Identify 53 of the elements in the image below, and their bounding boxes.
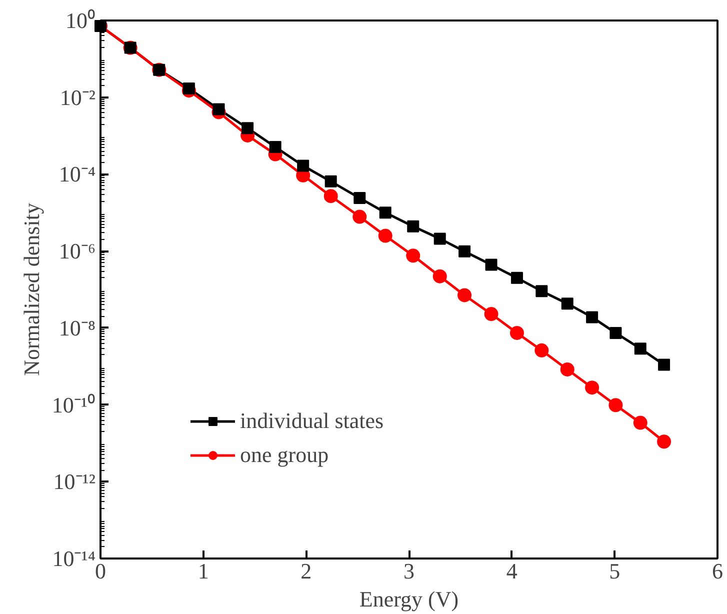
x-tick-label: 1 <box>198 558 209 584</box>
point <box>585 380 600 395</box>
x-tick-label: 3 <box>404 558 414 584</box>
point <box>586 311 598 324</box>
point <box>434 232 446 245</box>
point <box>297 160 310 172</box>
point <box>633 416 648 430</box>
point <box>352 210 367 224</box>
point <box>510 326 524 340</box>
x-axis-title: Energy (V) <box>359 586 459 612</box>
point <box>379 206 392 219</box>
point <box>536 285 548 298</box>
point <box>634 342 646 355</box>
point <box>458 288 472 302</box>
y-axis-title: Normalized density <box>18 203 44 376</box>
point <box>354 192 366 204</box>
point <box>94 20 106 32</box>
y-tick-label: 10⁻¹⁴ <box>52 546 96 571</box>
point <box>324 175 337 188</box>
y-tick-label: 10⁰ <box>66 8 96 33</box>
y-tick-label: 10⁻⁸ <box>58 315 96 340</box>
y-tick-label: 10⁻¹⁰ <box>52 392 96 418</box>
y-tick-label: 10⁻⁶ <box>58 238 96 264</box>
point <box>484 307 498 322</box>
point <box>534 343 549 358</box>
point <box>608 398 623 412</box>
point <box>269 141 282 154</box>
x-tick-label: 0 <box>95 558 106 584</box>
legend-label: individual states <box>240 408 384 434</box>
legend-label: one group <box>240 442 329 468</box>
point <box>432 269 447 284</box>
point <box>561 298 574 310</box>
point <box>485 258 498 271</box>
point <box>182 82 195 94</box>
point <box>560 362 574 376</box>
point <box>510 272 523 284</box>
point <box>657 434 672 449</box>
x-tick-label: 4 <box>506 558 518 584</box>
point <box>242 122 254 134</box>
point <box>212 103 225 116</box>
point <box>658 358 670 371</box>
point <box>458 245 471 258</box>
x-tick-label: 6 <box>712 558 723 584</box>
y-tick-label: 10⁻⁴ <box>58 162 96 187</box>
point <box>324 189 338 204</box>
x-tick-label: 2 <box>300 558 312 584</box>
point <box>407 220 420 232</box>
y-tick-label: 10⁻² <box>60 84 96 110</box>
point <box>378 228 392 243</box>
point <box>610 326 622 339</box>
y-tick-label: 10⁻¹² <box>53 469 96 494</box>
x-tick-label: 5 <box>609 558 620 584</box>
point <box>406 248 420 263</box>
